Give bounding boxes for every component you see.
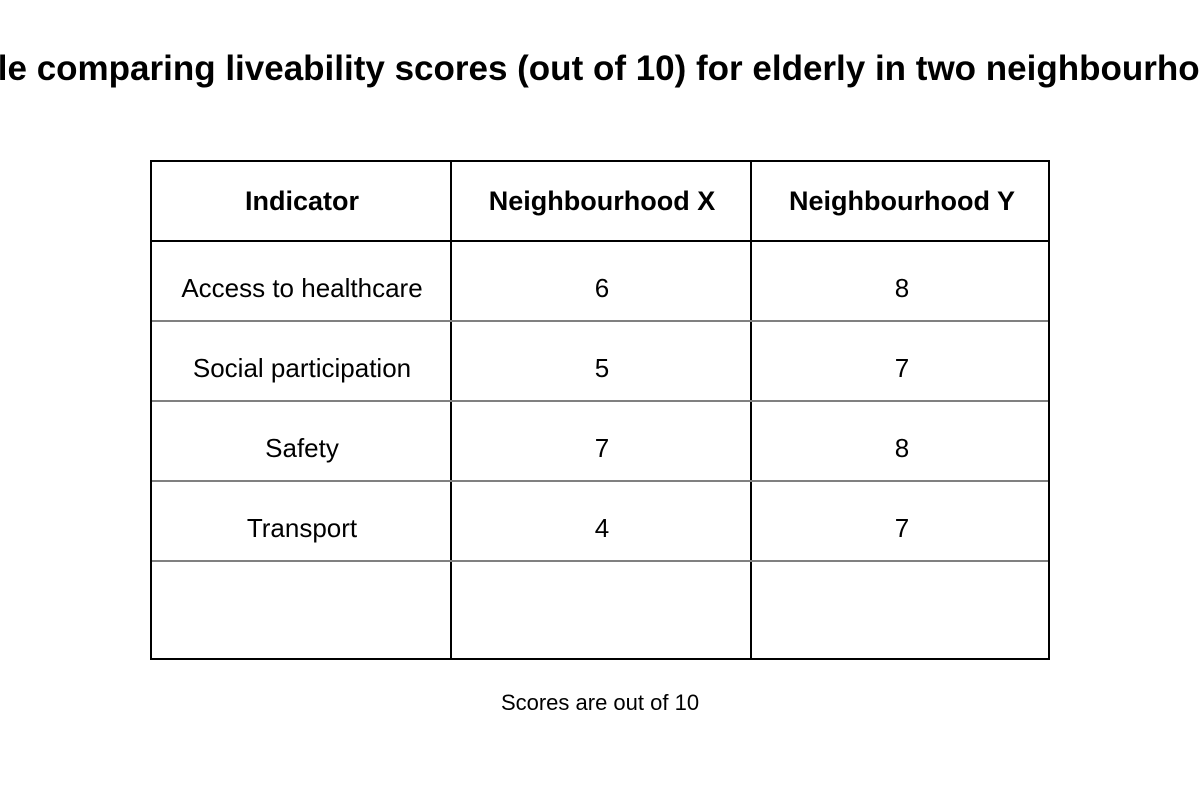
column-header-neighbourhood-y: Neighbourhood Y bbox=[789, 186, 1015, 216]
table-cell-neighbourhood-y: 7 bbox=[894, 513, 910, 543]
table-cell-neighbourhood-x: 7 bbox=[594, 433, 610, 463]
table-cell-indicator: Social participation bbox=[192, 353, 412, 383]
table-cell-neighbourhood-x: 4 bbox=[594, 513, 610, 543]
table-cell-indicator: Access to healthcare bbox=[181, 273, 423, 303]
table-cell-indicator bbox=[152, 588, 452, 628]
column-divider bbox=[750, 162, 752, 658]
row-divider bbox=[152, 560, 1048, 562]
table-cell-neighbourhood-x: 5 bbox=[594, 353, 610, 383]
comparison-table: Indicator Neighbourhood X Neighbourhood … bbox=[150, 160, 1050, 660]
row-divider bbox=[152, 320, 1048, 322]
column-header-indicator: Indicator bbox=[244, 186, 359, 216]
table-cell-neighbourhood-y bbox=[752, 588, 1052, 628]
header-divider bbox=[152, 240, 1048, 242]
table-title-text: Table comparing liveability scores (out … bbox=[0, 49, 1200, 88]
column-divider bbox=[450, 162, 452, 658]
table-cell-neighbourhood-y: 7 bbox=[894, 353, 910, 383]
table-cell-indicator: Transport bbox=[246, 513, 358, 543]
table-cell-neighbourhood-x: 6 bbox=[594, 273, 610, 303]
table-title: Table comparing liveability scores (out … bbox=[0, 46, 1200, 92]
table-cell-neighbourhood-y: 8 bbox=[894, 433, 910, 463]
table-footnote: Scores are out of 10 bbox=[500, 690, 700, 715]
row-divider bbox=[152, 480, 1048, 482]
table-cell-neighbourhood-y: 8 bbox=[894, 273, 910, 303]
column-header-neighbourhood-x: Neighbourhood X bbox=[488, 186, 716, 216]
table-cell-neighbourhood-x bbox=[452, 588, 752, 628]
table-cell-indicator: Safety bbox=[265, 433, 339, 463]
row-divider bbox=[152, 400, 1048, 402]
